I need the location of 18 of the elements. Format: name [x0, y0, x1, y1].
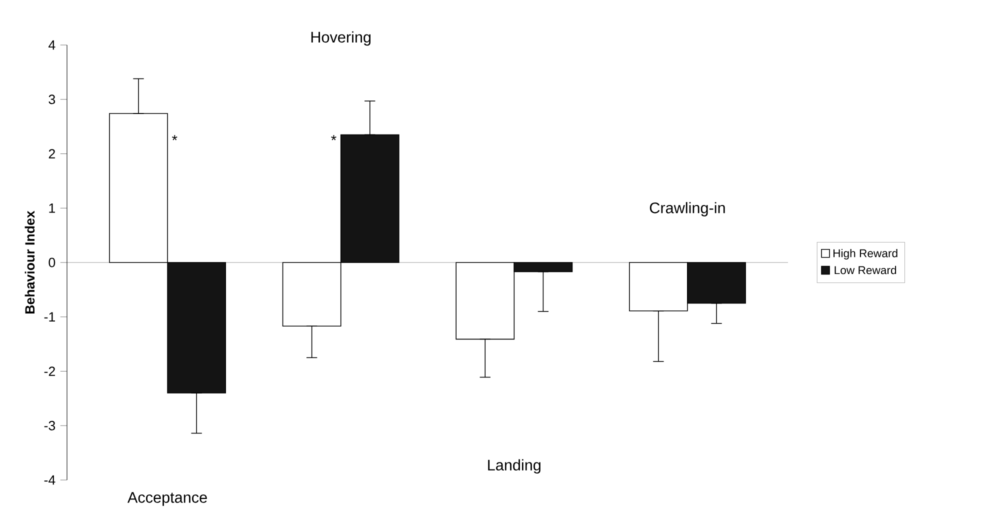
y-tick-label: 1 [49, 204, 55, 213]
y-axis-title: Behaviour Index [24, 210, 35, 314]
x-tick-label: Landing [488, 459, 540, 474]
y-tick-label: -3 [44, 420, 56, 430]
y-tick-label: -4 [44, 475, 56, 485]
y-tick-label: 4 [48, 40, 56, 50]
y-tick-label: -1 [44, 312, 55, 322]
legend-label: High Reward [833, 248, 898, 260]
y-tick-label: 3 [48, 94, 56, 104]
x-tick-label: Crawling-in [650, 202, 725, 216]
y-tick-label: 2 [48, 149, 55, 158]
legend-label: Low Reward [834, 266, 896, 274]
x-tick-label: Acceptance [127, 492, 207, 506]
y-tick-label: 0 [48, 258, 56, 268]
x-tick-label: Hovering [311, 31, 371, 46]
annotation: * [172, 135, 178, 140]
y-tick-label: -2 [44, 366, 55, 376]
annotation: * [331, 135, 336, 140]
